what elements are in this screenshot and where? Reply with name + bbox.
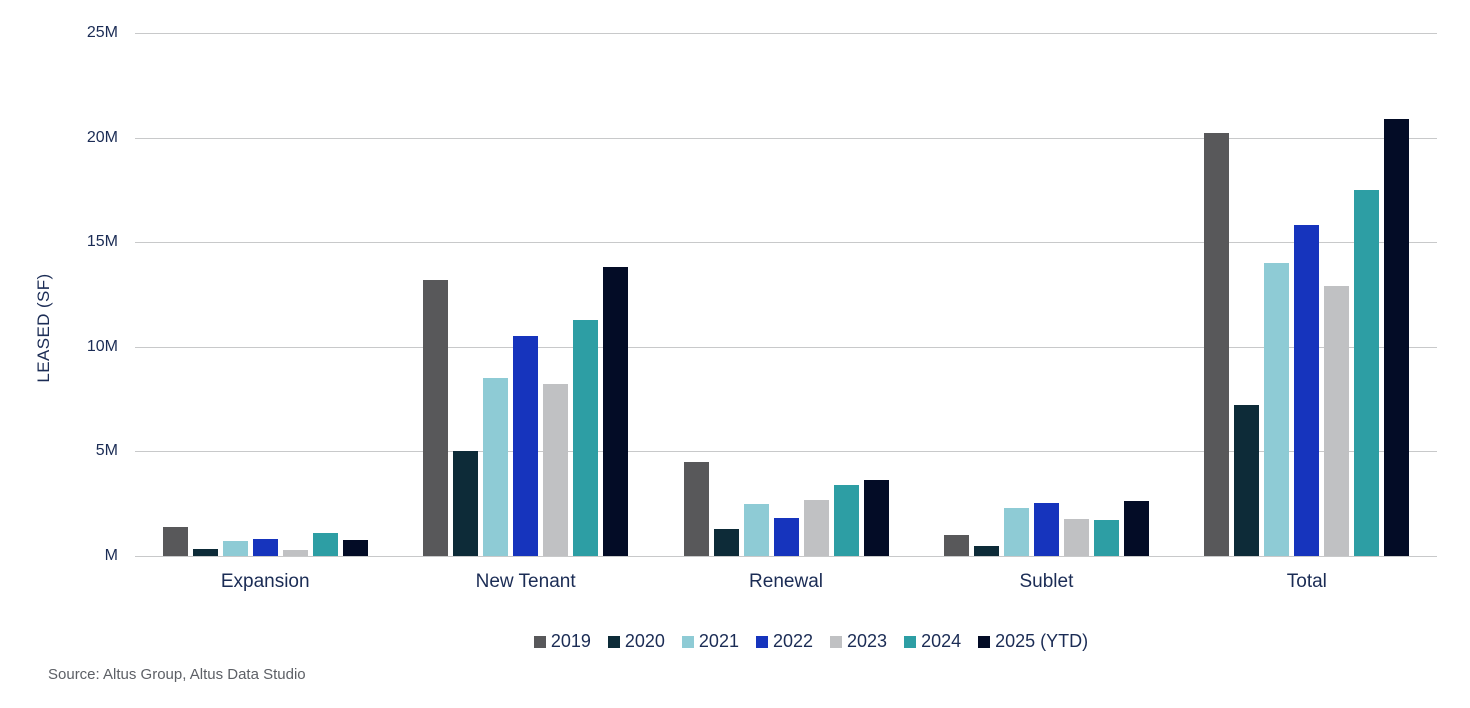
legend-label: 2022 (772, 631, 814, 651)
gridline-5M (135, 451, 1437, 453)
bar-2020-new-tenant (453, 451, 479, 556)
legend-item-2024: 2024 (904, 631, 961, 652)
bar-2025-ytd--expansion (342, 540, 368, 556)
bar-2022-new-tenant (513, 336, 539, 556)
legend-swatch-icon (607, 635, 620, 648)
category-label: Expansion (220, 571, 310, 592)
bar-2022-renewal (773, 518, 799, 556)
legend-label: 2021 (698, 631, 739, 651)
bar-2023-sublet (1063, 519, 1089, 556)
bar-2025-ytd--total (1384, 118, 1410, 556)
source-note: Source: Altus Group, Altus Data Studio (48, 666, 306, 683)
category-label: Total (1286, 571, 1327, 592)
category-label: Sublet (1019, 571, 1074, 592)
bar-2024-expansion (312, 533, 338, 556)
bar-2023-total (1324, 286, 1350, 556)
gridline-10M (135, 346, 1437, 348)
legend-label: 2025 (YTD) (995, 631, 1089, 651)
bar-group-expansion (135, 33, 395, 556)
y-tick-label: 5M (95, 442, 118, 460)
y-tick-label: 15M (86, 233, 118, 251)
bar-2021-total (1264, 263, 1290, 556)
bar-groups (135, 33, 1437, 556)
y-tick-label: 25M (86, 24, 118, 41)
bar-2023-new-tenant (543, 384, 569, 556)
legend-item-2020: 2020 (607, 631, 665, 652)
bar-2022-expansion (252, 539, 278, 556)
category-label: Renewal (749, 571, 823, 592)
bar-2021-renewal (743, 503, 769, 556)
bar-2021-expansion (222, 541, 248, 556)
bar-2022-total (1294, 225, 1320, 556)
bar-2021-new-tenant (483, 378, 509, 556)
legend-item-2022: 2022 (755, 631, 814, 652)
bar-2021-sublet (1003, 507, 1029, 556)
bar-2024-new-tenant (573, 319, 599, 556)
bar-group-renewal (656, 33, 916, 556)
bar-2025-ytd--renewal (863, 479, 889, 556)
bar-group-total (1177, 33, 1437, 556)
bar-2023-renewal (803, 499, 829, 556)
legend-swatch-icon (755, 635, 768, 648)
legend-label: 2019 (550, 631, 591, 651)
bar-group-new-tenant (395, 33, 655, 556)
bar-2025-ytd--new-tenant (603, 267, 629, 556)
bar-2024-sublet (1093, 520, 1119, 556)
y-tick-label: M (104, 547, 118, 564)
y-tick-label: 10M (86, 337, 118, 355)
bar-2019-total (1204, 133, 1230, 556)
bar-2019-expansion (162, 526, 188, 556)
legend-label: 2023 (847, 631, 888, 651)
bar-2020-expansion (192, 548, 218, 556)
bar-2024-renewal (833, 484, 859, 556)
legend-label: 2024 (921, 631, 962, 651)
bar-group-sublet (916, 33, 1176, 556)
legend-swatch-icon (904, 635, 917, 648)
legend-swatch-icon (533, 635, 546, 648)
legend-swatch-icon (830, 635, 843, 648)
y-axis-title: LEASED (SF) (34, 273, 53, 383)
bar-2022-sublet (1033, 502, 1059, 556)
gridline-15M (135, 242, 1437, 244)
legend-swatch-icon (978, 635, 991, 648)
y-tick-label: 20M (86, 128, 118, 146)
gridline-M (135, 556, 1437, 557)
bar-2020-renewal (713, 528, 739, 556)
legend-item-2023: 2023 (830, 631, 887, 652)
legend-label: 2020 (624, 631, 665, 651)
gridline-20M (135, 137, 1437, 139)
plot-area (135, 33, 1437, 557)
x-axis-labels: Expansion New Tenant Renewal Sublet Total (135, 571, 1437, 593)
bar-2023-expansion (282, 549, 308, 556)
bar-2020-total (1234, 405, 1260, 556)
legend-swatch-icon (681, 635, 694, 648)
bar-2025-ytd--sublet (1123, 500, 1149, 556)
bar-2020-sublet (973, 545, 999, 556)
legend: 2019 2020 2021 2022 2023 2024 2025 (YTD) (160, 631, 1462, 652)
bar-2019-renewal (683, 461, 709, 556)
bar-2019-sublet (943, 535, 969, 556)
legend-item-2021: 2021 (681, 631, 739, 652)
bar-2024-total (1354, 189, 1380, 556)
legend-item-2019: 2019 (533, 631, 591, 652)
bar-2019-new-tenant (423, 279, 449, 556)
legend-item-2025-ytd-: 2025 (YTD) (978, 631, 1088, 652)
category-label: New Tenant (475, 571, 576, 592)
gridline-25M (135, 33, 1437, 34)
